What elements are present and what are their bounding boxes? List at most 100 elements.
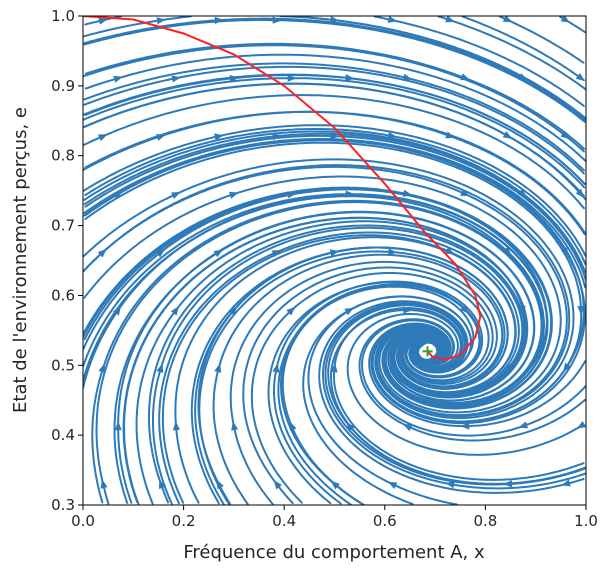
streamline [84,128,586,266]
stream-arrowhead [502,131,513,139]
y-tick-label: 0.8 [51,147,75,165]
stream-arrowhead [388,248,398,256]
streamline [83,19,586,123]
stream-arrowhead [216,479,224,490]
streamline [461,16,585,82]
stream-arrowhead [272,16,282,24]
stream-arrowhead [402,189,413,197]
stream-arrowhead [170,192,181,200]
stream-arrowhead [344,307,354,316]
streamline [229,260,498,505]
stream-arrowhead [503,480,513,488]
streamline [83,124,586,257]
stream-arrowhead [445,247,455,255]
stream-arrowhead [460,189,470,197]
stream-arrowhead [330,132,340,140]
y-tick-label: 0.3 [51,496,75,514]
streamline [318,300,585,494]
streamline [83,130,586,273]
stream-arrowhead [112,191,123,200]
stream-arrowhead [271,250,282,257]
streamline [83,186,553,410]
stream-arrowhead [98,17,108,25]
streamline [113,211,536,504]
streamline [83,193,549,408]
stream-arrowhead [98,363,106,374]
stream-arrowhead [459,304,469,314]
stream-arrowhead [387,131,398,140]
streamlines [83,16,586,505]
streamline [161,234,517,504]
stream-arrowhead [100,479,108,489]
stream-arrowhead [329,249,340,257]
streamline [84,53,586,163]
y-tick-label: 0.9 [51,77,75,95]
stream-arrows [97,16,586,490]
streamline [332,306,585,481]
stream-arrowhead [330,16,340,24]
stream-arrowhead [286,306,296,316]
stream-arrowhead [561,479,571,487]
stream-arrowhead [563,362,572,373]
stream-arrowhead [403,306,413,314]
streamline [198,250,506,505]
x-axis: 0.0 0.2 0.4 0.6 0.8 1.0 [71,505,598,530]
streamline [84,110,586,236]
streamline [83,175,562,414]
x-tick-label: 0.0 [71,512,95,530]
stream-arrowhead [575,188,585,198]
streamline [158,231,520,505]
streamline [373,16,585,107]
stream-arrowhead [156,17,166,25]
streamline [83,94,585,210]
stream-arrowhead [345,74,355,82]
stream-arrowhead [517,188,528,198]
stream-arrowhead [272,363,280,373]
stream-arrowhead [518,421,529,429]
stream-arrowhead [272,133,282,141]
stream-arrowhead [98,134,108,142]
stream-arrowhead [213,249,224,258]
stream-arrowhead [273,480,282,490]
stream-arrowhead [387,16,398,23]
stream-arrowhead [229,75,239,83]
stream-arrowhead [345,190,355,198]
trajectory-curve [83,16,482,361]
y-tick-label: 0.6 [51,286,75,304]
stream-arrowhead [502,16,513,23]
x-tick-label: 0.4 [272,512,296,530]
streamline [84,141,583,423]
stream-arrowhead [575,72,586,82]
stream-arrowhead [287,191,297,199]
stream-arrowhead [402,73,413,81]
fixed-point-marker [422,346,433,357]
streamline [83,44,585,153]
stream-arrowhead [577,305,585,316]
stream-arrowhead [517,73,528,81]
streamline [122,216,528,503]
streamline [346,313,585,456]
stream-arrowhead [445,363,456,371]
stream-arrowhead [214,133,224,141]
streamline [83,17,586,121]
stream-arrowhead [560,16,571,23]
stream-arrowhead [330,363,338,373]
stream-arrowhead [112,305,122,316]
stream-arrowhead [445,131,455,139]
stream-arrowhead [445,481,455,489]
stream-arrowhead [97,248,107,258]
streamline [250,272,490,504]
stream-arrowhead [390,363,397,374]
stream-arrowhead [158,479,166,489]
streamline [324,303,586,486]
streamline [437,16,586,91]
stream-arrowhead [170,306,180,316]
x-tick-label: 1.0 [574,512,598,530]
streamline [83,195,546,406]
stream-arrowhead [560,130,570,140]
stream-arrowhead [346,422,355,432]
stream-arrowhead [518,305,526,315]
streamline [190,246,509,505]
stream-arrowhead [214,363,222,373]
